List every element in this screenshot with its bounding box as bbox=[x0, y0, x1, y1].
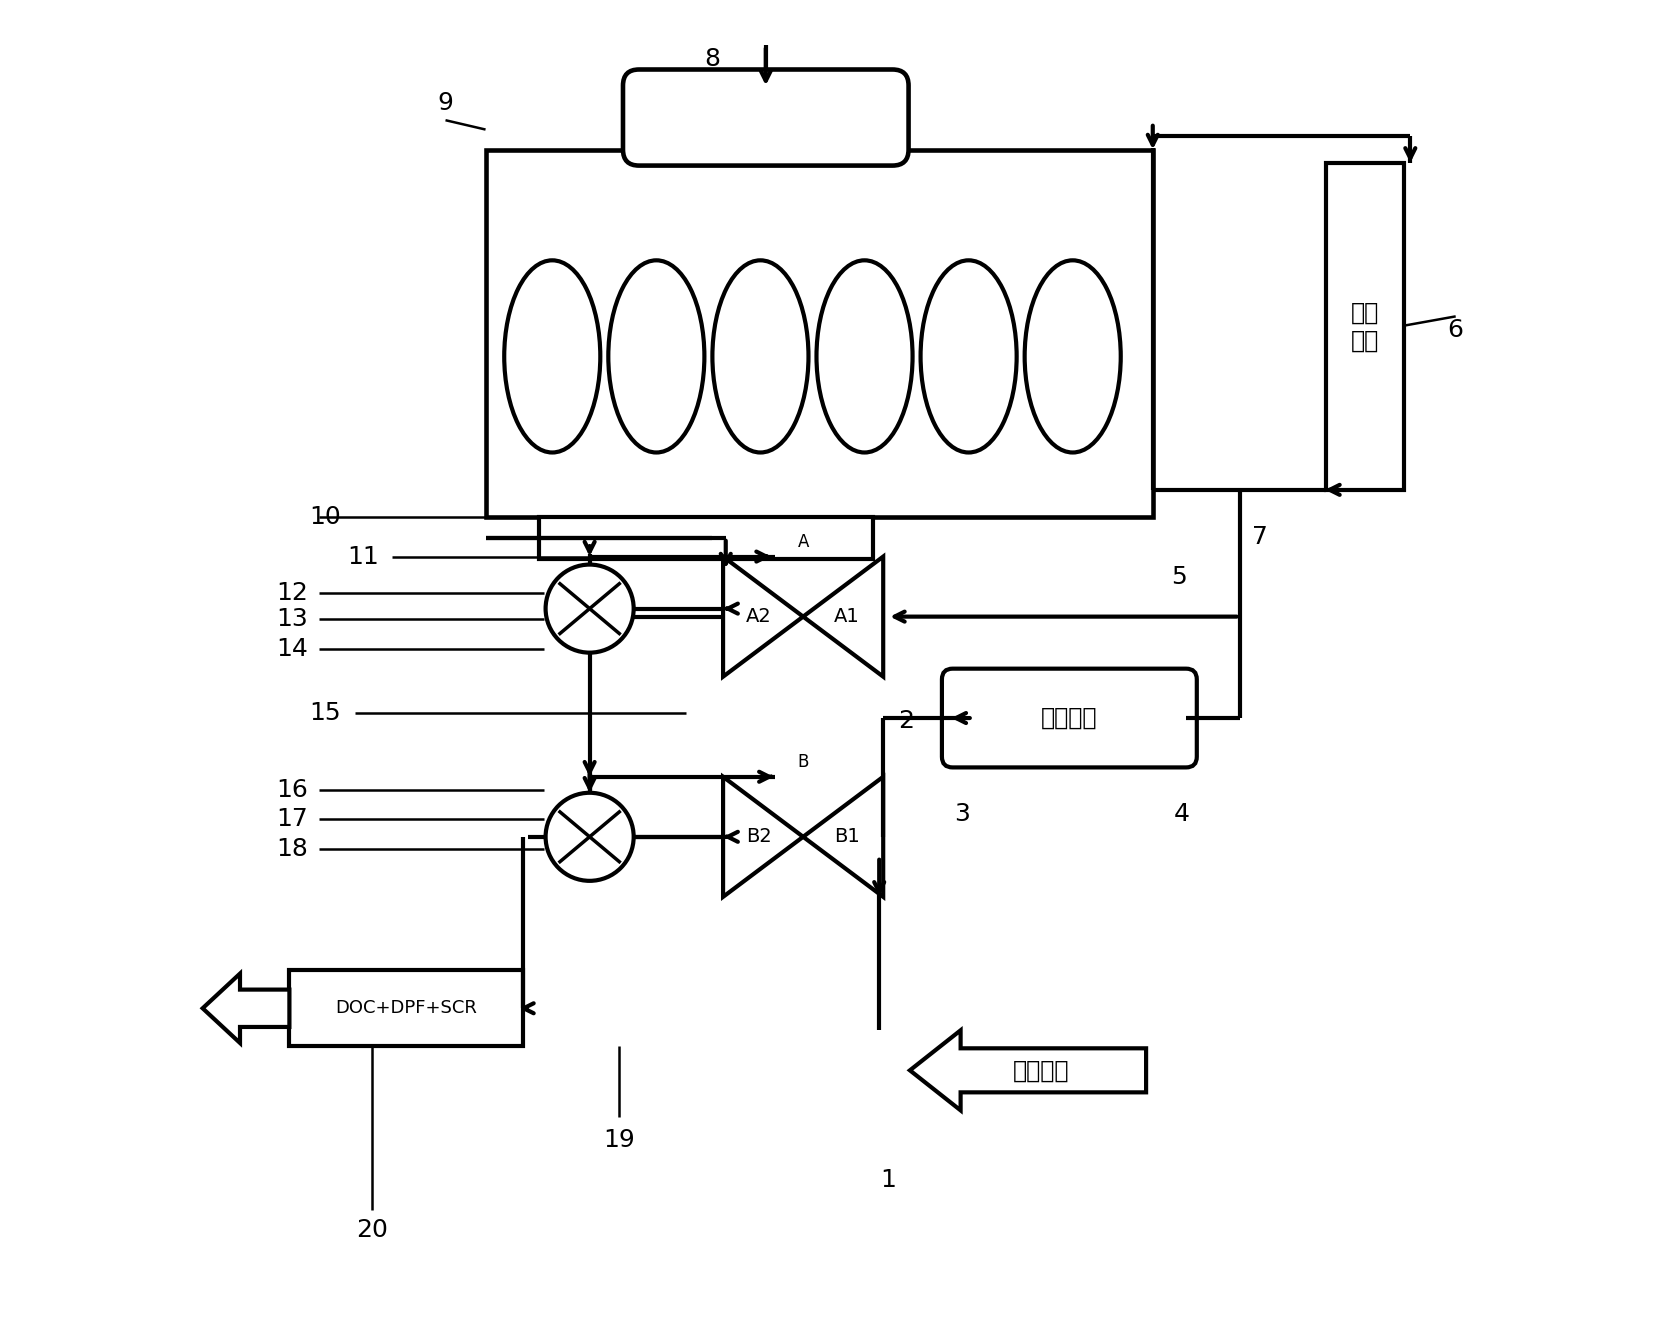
Text: 3: 3 bbox=[953, 803, 970, 827]
Circle shape bbox=[546, 793, 634, 880]
Text: 4: 4 bbox=[1173, 803, 1190, 827]
Ellipse shape bbox=[607, 260, 704, 453]
Polygon shape bbox=[722, 777, 802, 896]
Text: B: B bbox=[797, 753, 809, 770]
Text: 18: 18 bbox=[276, 836, 308, 860]
Text: A2: A2 bbox=[745, 607, 772, 626]
Ellipse shape bbox=[1023, 260, 1120, 453]
FancyBboxPatch shape bbox=[622, 70, 909, 166]
Text: A: A bbox=[797, 533, 809, 551]
Text: 19: 19 bbox=[602, 1128, 634, 1151]
Text: 6: 6 bbox=[1446, 318, 1463, 342]
Ellipse shape bbox=[712, 260, 809, 453]
Text: 15: 15 bbox=[310, 701, 341, 725]
FancyBboxPatch shape bbox=[942, 669, 1196, 768]
Text: 5: 5 bbox=[1171, 564, 1186, 588]
Text: B1: B1 bbox=[834, 827, 860, 847]
Polygon shape bbox=[722, 556, 802, 677]
Polygon shape bbox=[802, 556, 882, 677]
Text: DOC+DPF+SCR: DOC+DPF+SCR bbox=[334, 1000, 478, 1017]
FancyBboxPatch shape bbox=[486, 150, 1151, 516]
Text: 一级中冷: 一级中冷 bbox=[1040, 706, 1097, 730]
FancyBboxPatch shape bbox=[290, 970, 522, 1047]
Polygon shape bbox=[802, 777, 882, 896]
Text: 7: 7 bbox=[1251, 524, 1266, 548]
Text: 13: 13 bbox=[276, 607, 308, 631]
FancyArrow shape bbox=[909, 1030, 1145, 1111]
Text: 10: 10 bbox=[310, 505, 341, 528]
Text: 1: 1 bbox=[880, 1167, 895, 1191]
Text: 14: 14 bbox=[276, 636, 308, 661]
Text: 9: 9 bbox=[438, 91, 453, 115]
Text: 17: 17 bbox=[276, 808, 308, 831]
Text: 11: 11 bbox=[346, 544, 378, 568]
Circle shape bbox=[546, 564, 634, 653]
Text: A1: A1 bbox=[834, 607, 860, 626]
Ellipse shape bbox=[920, 260, 1017, 453]
Text: 二级
中冷: 二级 中冷 bbox=[1350, 300, 1378, 352]
Text: 12: 12 bbox=[276, 580, 308, 604]
Ellipse shape bbox=[504, 260, 601, 453]
FancyArrow shape bbox=[203, 974, 290, 1043]
Ellipse shape bbox=[815, 260, 912, 453]
Text: 20: 20 bbox=[356, 1218, 388, 1242]
FancyBboxPatch shape bbox=[1326, 163, 1403, 490]
Text: 16: 16 bbox=[276, 779, 308, 803]
Text: 新鲜空气: 新鲜空气 bbox=[1012, 1059, 1068, 1083]
FancyBboxPatch shape bbox=[539, 516, 872, 559]
Text: B2: B2 bbox=[745, 827, 772, 847]
Text: 8: 8 bbox=[704, 47, 721, 71]
Text: 2: 2 bbox=[897, 709, 914, 733]
